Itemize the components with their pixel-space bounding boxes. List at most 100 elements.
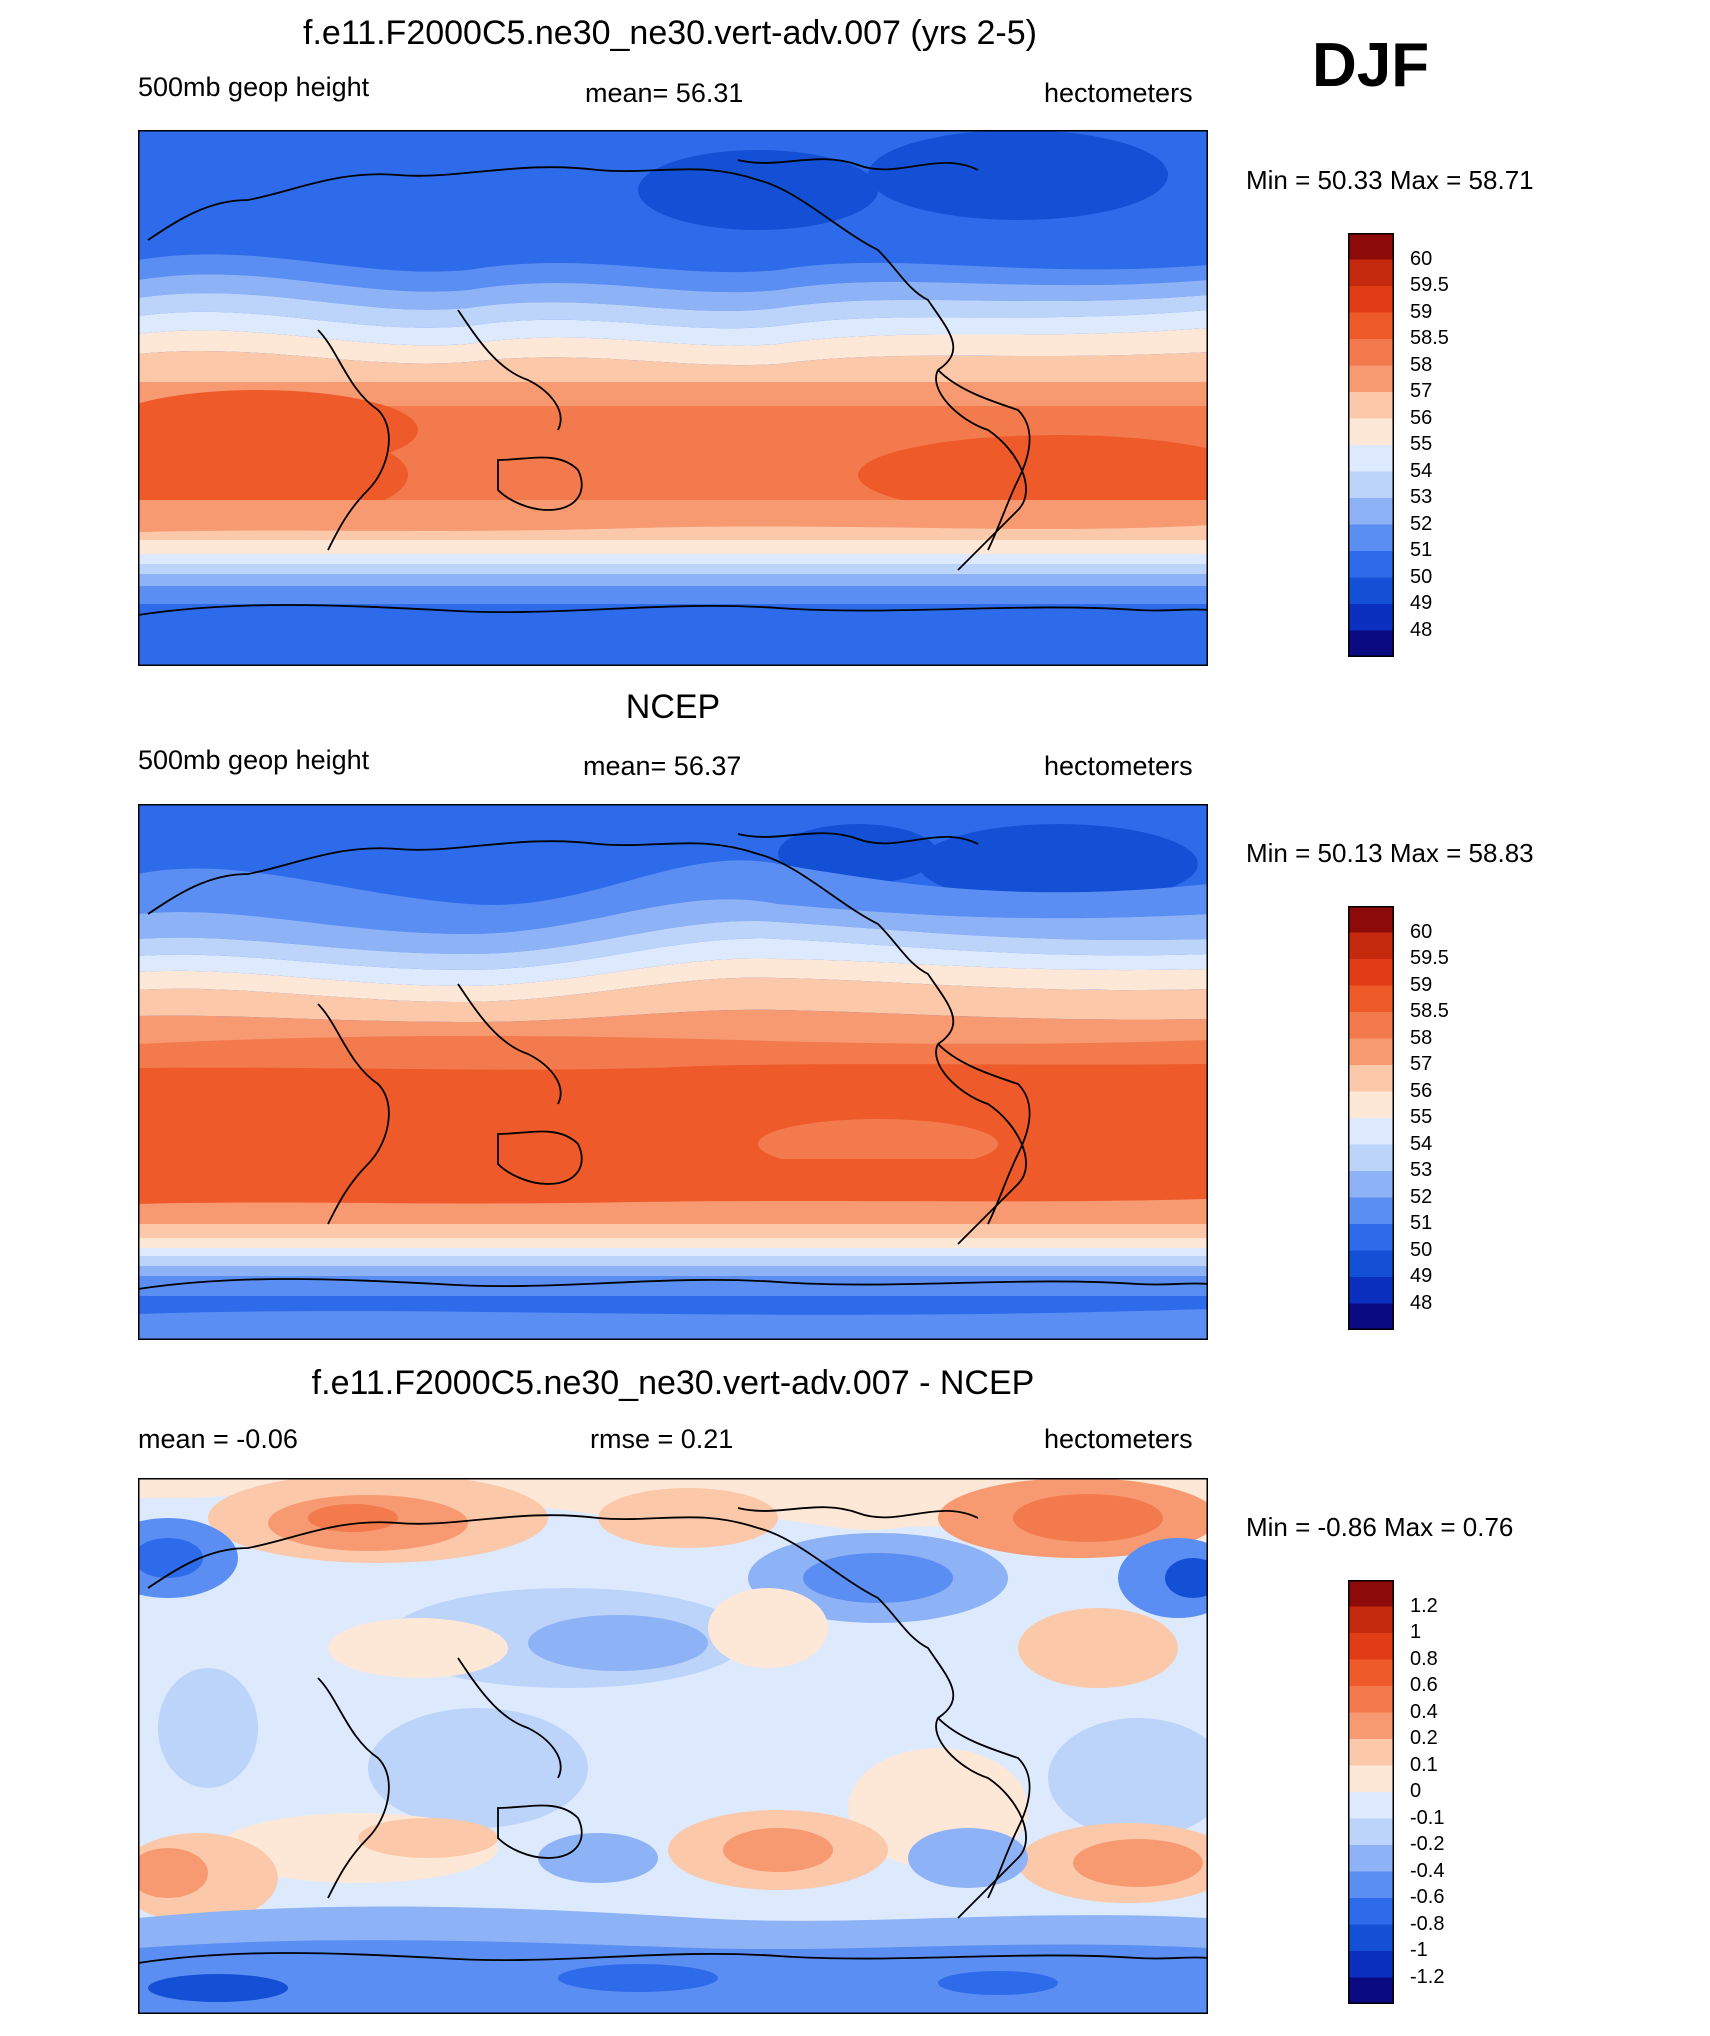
- colorbar-swatch: [1348, 233, 1394, 260]
- colorbar-label: 0.1: [1410, 1753, 1438, 1776]
- panel-2-title: NCEP: [625, 688, 721, 726]
- panel-3-min-max: Min = -0.86 Max = 0.76: [1246, 1512, 1514, 1542]
- colorbar-swatch: [1348, 1871, 1394, 1899]
- panel-3-map: [138, 1478, 1208, 2014]
- colorbar-label: 1: [1410, 1621, 1422, 1643]
- colorbar-label: 58.5: [1410, 1000, 1449, 1022]
- colorbar-swatch: [1348, 498, 1394, 525]
- colorbar-label: -0.8: [1410, 1912, 1445, 1935]
- colorbar-label: 55: [1410, 1106, 1433, 1128]
- colorbar-swatch: [1348, 1739, 1394, 1766]
- colorbar-label: 58: [1410, 353, 1433, 376]
- panel-1-colorbar-swatches: [1348, 233, 1394, 657]
- panel-3-coastlines: [138, 1506, 1208, 1964]
- colorbar-swatch: [1348, 1818, 1394, 1846]
- colorbar-label: 0.4: [1410, 1700, 1438, 1723]
- colorbar-label: 57: [1410, 380, 1433, 402]
- colorbar-label: 56: [1410, 1079, 1433, 1102]
- colorbar-swatch: [1348, 1250, 1394, 1278]
- colorbar-label: -0.2: [1410, 1833, 1445, 1855]
- colorbar-swatch: [1348, 1898, 1394, 1925]
- panel-3-frame: [138, 1478, 1208, 2014]
- colorbar-label: 53: [1410, 486, 1433, 508]
- panel-2-map: [138, 804, 1208, 1340]
- panel-2-colorbar-labels: 60 59.5 59 58.5 58 57 56 55 54 53 52 51 50 49 48: [1410, 906, 1490, 1330]
- colorbar-swatch: [1348, 1012, 1394, 1039]
- colorbar-label: -0.6: [1410, 1886, 1445, 1908]
- colorbar-swatch: [1348, 1633, 1394, 1660]
- panel-2-units-label: hectometers: [1044, 751, 1193, 781]
- colorbar-label: 50: [1410, 1238, 1433, 1261]
- colorbar-swatch: [1348, 630, 1394, 657]
- panel-2-frame: [138, 804, 1208, 1340]
- colorbar-label: 54: [1410, 459, 1433, 482]
- colorbar-label: 52: [1410, 512, 1433, 535]
- colorbar-swatch: [1348, 1224, 1394, 1251]
- colorbar-swatch: [1348, 985, 1394, 1013]
- colorbar-swatch: [1348, 339, 1394, 366]
- colorbar-label: 49: [1410, 592, 1433, 614]
- panel-2-variable-label: 500mb geop height: [138, 745, 370, 775]
- colorbar-swatch: [1348, 906, 1394, 933]
- colorbar-swatch: [1348, 418, 1394, 446]
- panel-1-mean-label: mean= 56.31: [585, 78, 744, 108]
- colorbar-label: -0.1: [1410, 1806, 1445, 1829]
- colorbar-label: 49: [1410, 1265, 1433, 1287]
- colorbar-frame: [1348, 233, 1394, 657]
- colorbar-swatch: [1348, 1686, 1394, 1713]
- colorbar-swatch: [1348, 1065, 1394, 1092]
- colorbar-label: 59.5: [1410, 947, 1449, 969]
- panel-1-contour-field: [138, 130, 1208, 666]
- colorbar-swatch: [1348, 471, 1394, 499]
- colorbar-swatch: [1348, 286, 1394, 313]
- colorbar-swatch: [1348, 1303, 1394, 1330]
- panel-1-units-label: hectometers: [1044, 78, 1193, 108]
- colorbar-swatch: [1348, 1038, 1394, 1066]
- colorbar-label: 53: [1410, 1159, 1433, 1181]
- colorbar-label: 59.5: [1410, 274, 1449, 296]
- colorbar-label: 50: [1410, 565, 1433, 588]
- colorbar-swatch: [1348, 312, 1394, 340]
- colorbar-swatch: [1348, 1144, 1394, 1172]
- colorbar-frame: [1348, 1580, 1394, 2004]
- colorbar-swatch: [1348, 1765, 1394, 1793]
- panel-1-frame: [138, 130, 1208, 666]
- colorbar-label: -1.2: [1410, 1965, 1445, 1988]
- colorbar-swatch: [1348, 259, 1394, 287]
- panel-3-contour-field: [138, 1478, 1208, 2014]
- colorbar-swatch: [1348, 1977, 1394, 2004]
- colorbar-label: 58: [1410, 1026, 1433, 1049]
- colorbar-swatch: [1348, 577, 1394, 605]
- colorbar-label: 1.2: [1410, 1594, 1438, 1617]
- colorbar-swatch: [1348, 392, 1394, 419]
- panel-3-title: f.e11.F2000C5.ne30_ne30.vert-adv.007 - N…: [311, 1364, 1035, 1402]
- colorbar-label: 60: [1410, 247, 1433, 270]
- panel-1-min-max: Min = 50.33 Max = 58.71: [1246, 165, 1534, 195]
- panel-3-colorbar-swatches: [1348, 1580, 1394, 2004]
- colorbar-label: 57: [1410, 1053, 1433, 1075]
- colorbar-label: -1: [1410, 1939, 1428, 1961]
- colorbar-swatch: [1348, 604, 1394, 631]
- colorbar-swatch: [1348, 524, 1394, 552]
- panel-1-variable-label: 500mb geop height: [138, 72, 370, 102]
- panel-2-mean-label: mean= 56.37: [583, 751, 742, 781]
- colorbar-swatch: [1348, 1792, 1394, 1819]
- colorbar-swatch: [1348, 1118, 1394, 1145]
- colorbar-swatch: [1348, 1171, 1394, 1198]
- colorbar-swatch: [1348, 1580, 1394, 1607]
- colorbar-label: 52: [1410, 1185, 1433, 1208]
- panel-2-coastlines: [138, 832, 1208, 1290]
- colorbar-swatch: [1348, 1924, 1394, 1952]
- panel-1-coastlines: [138, 158, 1208, 616]
- colorbar-label: 51: [1410, 1212, 1433, 1234]
- colorbar-swatch: [1348, 1606, 1394, 1634]
- colorbar-swatch: [1348, 445, 1394, 472]
- colorbar-label: 54: [1410, 1132, 1433, 1155]
- colorbar-label: 0.8: [1410, 1647, 1438, 1670]
- colorbar-swatch: [1348, 932, 1394, 960]
- colorbar-swatch: [1348, 1277, 1394, 1304]
- panel-1-colorbar-labels: 60 59.5 59 58.5 58 57 56 55 54 53 52 51 50 49 48: [1410, 233, 1490, 657]
- colorbar-label: 60: [1410, 920, 1433, 943]
- colorbar-swatch: [1348, 551, 1394, 578]
- panel-1-title: f.e11.F2000C5.ne30_ne30.vert-adv.007 (yr…: [303, 14, 1037, 52]
